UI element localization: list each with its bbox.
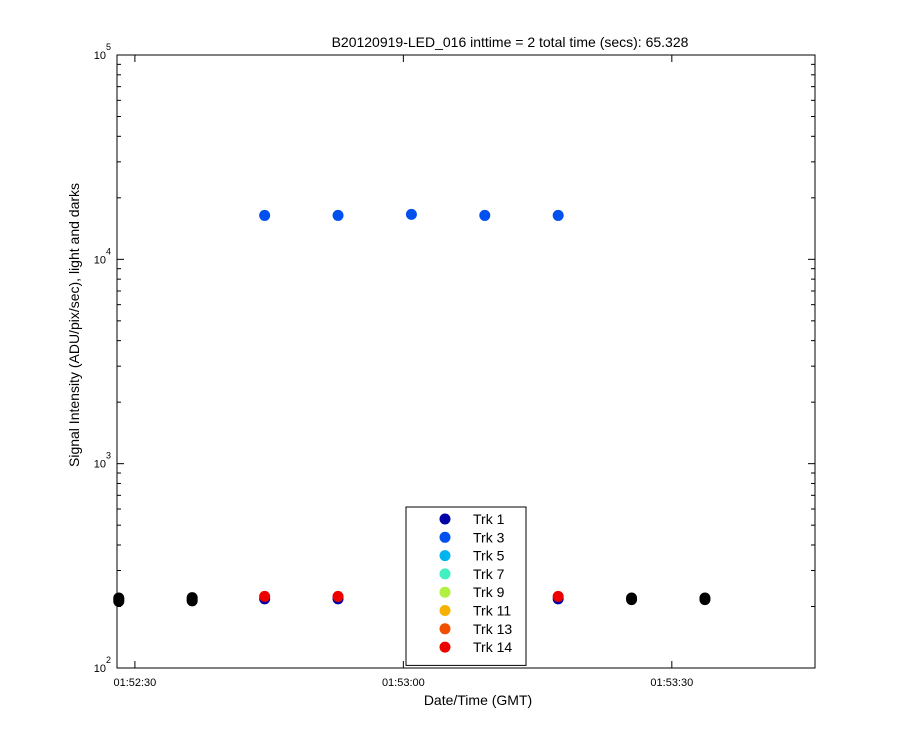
legend-marker — [439, 531, 451, 543]
legend-box — [405, 506, 527, 666]
data-point — [552, 590, 564, 602]
y-axis-label: Signal Intensity (ADU/pix/sec), light an… — [66, 183, 82, 467]
legend-marker — [439, 605, 451, 616]
legend-label: Trk 14 — [473, 639, 512, 655]
legend-label: Trk 11 — [473, 603, 511, 619]
legend-marker — [439, 568, 451, 580]
data-point — [186, 592, 198, 604]
x-axis-label: Date/Time (GMT) — [424, 692, 532, 708]
y-tick-label-exponent: 4 — [106, 246, 111, 256]
legend: Trk 1 Trk 3 Trk 5 Trk 7 Trk 9 Trk 11 Trk 13 Trk… — [405, 506, 527, 666]
data-point — [699, 592, 711, 604]
data-point — [332, 590, 344, 602]
legend-marker — [439, 550, 451, 562]
legend-label: Trk 13 — [473, 621, 512, 637]
data-point — [113, 592, 125, 604]
legend-label: Trk 7 — [473, 566, 505, 582]
data-points — [113, 208, 711, 607]
data-point — [259, 590, 271, 602]
legend-marker — [439, 623, 451, 635]
chart-title: B20120919-LED_016 inttime = 2 total time… — [332, 34, 689, 50]
data-point — [405, 208, 417, 220]
legend-label: Trk 3 — [473, 529, 505, 545]
legend-marker — [439, 513, 451, 525]
x-tick-label: 01:52:30 — [113, 677, 156, 689]
legend-label: Trk 1 — [473, 511, 505, 527]
legend-marker — [439, 586, 451, 598]
data-point — [479, 209, 491, 221]
y-tick-label-exponent: 5 — [106, 42, 111, 52]
data-point — [552, 209, 564, 221]
y-tick-label-base: 10 — [94, 459, 106, 471]
x-tick-label: 01:53:30 — [650, 677, 693, 689]
legend-label: Trk 9 — [473, 584, 505, 600]
y-tick-label-base: 10 — [94, 50, 106, 62]
legend-marker — [439, 641, 451, 653]
y-tick-label-base: 10 — [94, 254, 106, 266]
data-point — [259, 209, 271, 221]
y-tick-label-base: 10 — [94, 663, 106, 675]
data-point — [626, 592, 638, 604]
data-point — [332, 209, 344, 221]
legend-label: Trk 5 — [473, 548, 505, 564]
y-tick-label-exponent: 3 — [106, 451, 111, 461]
y-tick-label-exponent: 2 — [106, 655, 111, 665]
x-tick-label: 01:53:00 — [382, 677, 425, 689]
